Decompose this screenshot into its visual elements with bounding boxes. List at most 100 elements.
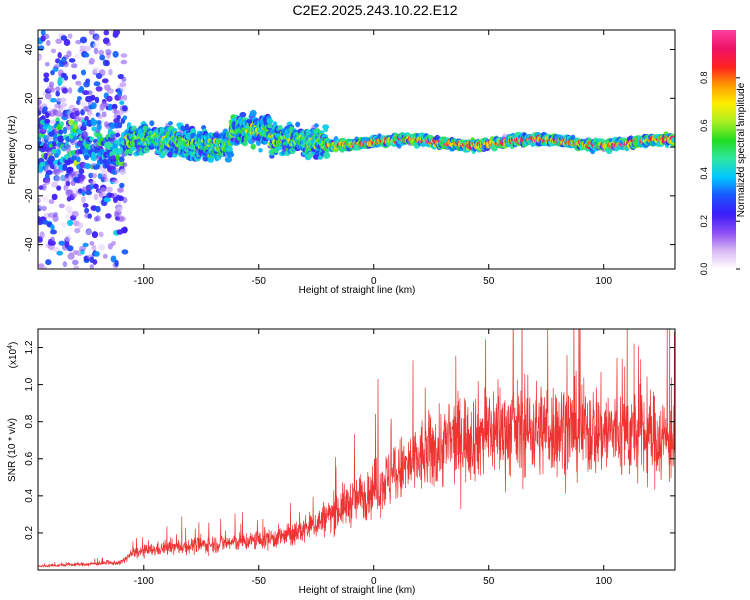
spectrogram-cell [84,163,92,170]
spectrogram-cell [56,148,61,156]
spectrogram-cell [79,86,84,92]
y-tick-label: -40 [24,237,35,252]
spectrogram-cell [71,155,78,162]
spectrogram-cell [104,60,110,67]
spectrogram-cell [96,123,102,131]
spectrogram-cell [91,244,97,251]
spectrogram-cell [63,60,69,68]
spectrogram-cell [119,182,125,189]
spectrogram-cell [68,251,74,259]
spectrogram-cell [266,118,274,125]
spectrogram-cell [113,30,121,36]
spectrogram-y-ticks: -40 -20 0 20 40 [24,44,675,252]
spectrogram-cell [116,206,124,213]
spectrogram-cell [60,222,67,228]
spectrogram-cell [115,153,120,161]
spectrogram-cell [44,178,51,185]
spectrogram-cell [83,52,90,58]
spectrogram-cell [68,119,74,126]
spectrogram-cell [66,50,72,58]
spectrogram-cell [258,148,263,153]
spectrogram-cell [57,135,65,143]
spectrogram-cell [99,69,106,77]
spectrogram-cell [101,78,109,84]
spectrogram-cell [41,183,47,191]
spectrogram-cell [98,49,104,56]
spectrogram-cell [122,94,128,101]
spectrogram-cell [226,151,235,158]
spectrogram-cell [56,250,63,256]
y-tick-label: 0.8 [24,414,35,428]
spectrogram-cell [59,121,65,127]
spectrogram-cell [323,151,331,159]
spectrogram-cell [74,110,80,117]
snr-x-axis-label: Height of straight line (km) [299,585,416,596]
spectrogram-cell [95,215,101,222]
spectrogram-panel: -100 -50 0 50 100 -40 -20 0 20 40 Height of stra… [7,29,676,296]
spectrogram-cell [89,136,95,142]
spectrogram-cell [103,197,111,203]
spectrogram-cell [43,77,50,83]
spectrogram-cell [93,183,99,190]
spectrogram-cell [50,97,57,103]
colorbar-tick-label: 0.4 [699,167,709,180]
spectrogram-cell [77,222,84,229]
spectrogram-cell [71,210,79,218]
spectrogram-cell [112,50,119,58]
spectrogram-cell [92,66,100,74]
spectrogram-cell [61,87,68,94]
spectrogram-cell [76,128,82,136]
spectrogram-cell [41,205,47,211]
spectrogram-cell [60,102,68,108]
spectrogram-frame [37,29,676,270]
spectrogram-cell [72,135,78,141]
chart-title: C2E2.2025.243.10.22.E12 [292,2,458,18]
spectrogram-cell [84,115,89,122]
spectrogram-cell [93,193,99,201]
spectrogram-cell [89,264,95,269]
spectrogram-cell [43,72,50,78]
spectrogram-cell [102,253,108,259]
spectrogram-cell [98,231,104,238]
spectrogram-cell [55,90,60,97]
spectrogram-cell [42,106,48,112]
spectrogram-cell [64,144,72,150]
spectrogram-cell [106,95,113,102]
spectrogram-cell [76,156,81,163]
spectrogram-cell [94,251,100,257]
spectrogram-cell [66,189,74,196]
spectrogram-cell [100,187,107,194]
spectrogram-cell [65,180,71,187]
spectrogram-cell [322,124,330,130]
spectrogram-cell [105,213,112,219]
colorbar-tick-label: 0.2 [699,215,709,228]
spectrogram-cell [116,200,122,206]
spectrogram-cell [119,216,126,222]
spectrogram-cell [47,125,54,130]
x-tick-label: 0 [371,576,377,587]
spectrogram-cell [227,146,232,152]
spectrogram-cell [101,111,107,118]
spectrogram-cell [239,111,247,118]
x-tick-label: 50 [483,576,495,587]
spectrogram-cell [84,45,92,52]
spectrogram-cell [277,124,283,131]
spectrogram-cell [58,203,65,209]
spectrogram-cell [53,64,60,70]
spectrogram-cell [59,97,67,103]
spectrogram-cell [93,47,99,55]
spectrogram-cell [67,219,74,226]
y-tick-label: 1.0 [24,377,35,391]
spectrogram-cell [68,58,76,63]
spectrogram-cell [109,122,116,129]
spectrogram-cell [50,70,55,76]
spectrogram-cell [57,52,62,59]
spectrogram-cell [62,261,68,268]
spectrogram-cell [107,103,113,111]
spectrogram-cell [52,140,58,147]
colorbar-ticks: 0.0 0.2 0.4 0.6 0.8 [699,72,740,275]
spectrogram-x-ticks: -100 -50 0 50 100 [134,30,612,287]
spectrogram-cell [118,94,124,101]
spectrogram-cell [46,40,51,46]
spectrogram-cell [122,196,128,204]
